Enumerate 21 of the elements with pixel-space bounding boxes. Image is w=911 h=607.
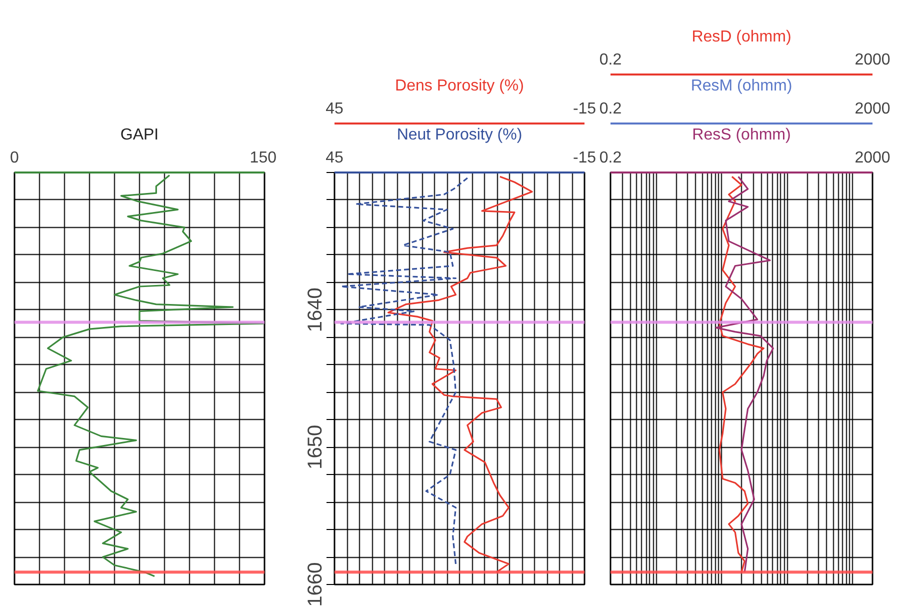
x2-tick-label: 0.2 [599, 100, 622, 118]
text: 0.2 [599, 52, 622, 68]
text: ResS (ohmm) [692, 126, 791, 144]
y-tick-label: 1640 [304, 288, 326, 332]
x-axis-title: GAPI [120, 126, 159, 144]
x-tick-label: 150 [250, 150, 277, 166]
text: 2000 [854, 52, 890, 68]
x-tick-label: 45 [326, 150, 344, 166]
y-tick-label: 1660 [304, 562, 326, 607]
text: Neut Porosity (%) [396, 126, 522, 144]
x-tick-label: -15 [572, 150, 596, 166]
text: Dens Porosity (%) [395, 78, 524, 94]
x2-tick-label: 2000 [854, 100, 890, 118]
x2-tick-label: 45 [326, 100, 344, 118]
x2-tick-label: -15 [572, 100, 596, 118]
legend-label: ResM (ohmm) [690, 78, 792, 94]
x-tick-label: 0 [10, 150, 20, 166]
x-tick-label: 2000 [854, 150, 890, 166]
x-tick-label: 0.2 [599, 150, 622, 166]
y-tick-label: 1650 [304, 424, 326, 470]
text: ResD (ohmm) [692, 28, 792, 46]
